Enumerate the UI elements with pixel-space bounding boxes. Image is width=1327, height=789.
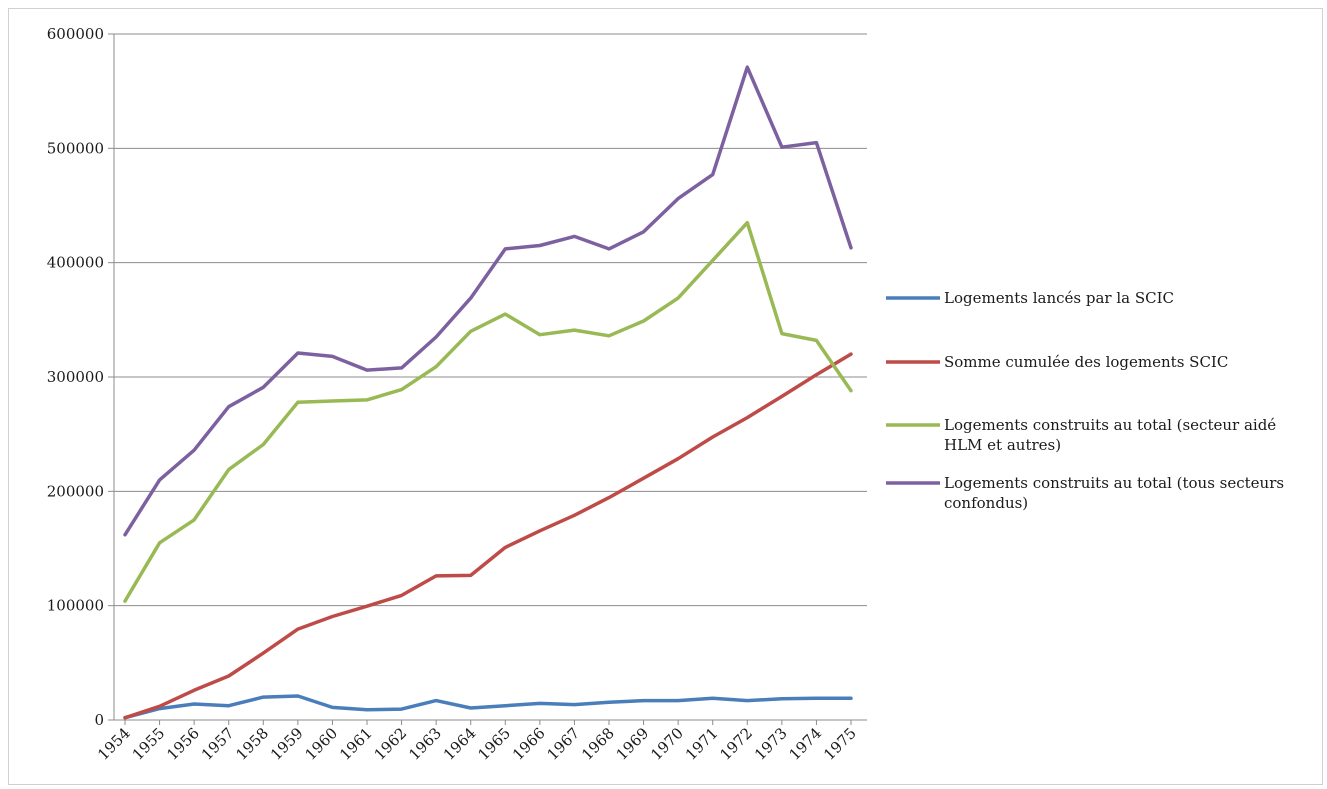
legend-label-3: Logements construits au total (secteur a… — [944, 416, 1276, 434]
legend: Logements lancés par la SCIC Somme cumulé… — [886, 289, 1284, 512]
x-tick-label: 1960 — [302, 724, 342, 764]
grid-lines — [114, 33, 867, 607]
y-tick-label: 600000 — [47, 25, 104, 43]
x-tick-label: 1969 — [613, 724, 653, 764]
x-tick-label: 1975 — [820, 724, 860, 764]
x-tick-label: 1957 — [198, 724, 238, 764]
x-tick-label: 1972 — [716, 724, 756, 764]
y-tick-label: 500000 — [47, 139, 104, 157]
legend-label-4: confondus) — [944, 494, 1028, 512]
series-line-4 — [123, 65, 853, 537]
x-tick-label: 1956 — [163, 724, 203, 764]
y-tick-label: 400000 — [47, 254, 104, 272]
x-tick-label: 1954 — [94, 724, 134, 764]
x-tick-label: 1965 — [474, 724, 514, 764]
legend-label-1: Logements lancés par la SCIC — [944, 289, 1174, 307]
x-tick-label: 1958 — [232, 724, 272, 764]
x-tick-label: 1970 — [647, 724, 687, 764]
x-tick-label: 1963 — [405, 724, 445, 764]
x-tick-labels: 1954195519561957195819591960196119621963… — [94, 724, 860, 764]
y-tick-label: 300000 — [47, 368, 104, 386]
legend-label-2: Somme cumulée des logements SCIC — [944, 353, 1228, 371]
series-line-3 — [123, 220, 853, 603]
x-tick-label: 1959 — [267, 724, 307, 764]
y-tick-label: 200000 — [47, 482, 104, 500]
x-tick-label: 1955 — [129, 724, 169, 764]
x-tick-label: 1967 — [544, 724, 584, 764]
series-lines — [123, 65, 853, 720]
x-tick-label: 1974 — [786, 724, 826, 764]
series-line-1 — [123, 694, 853, 720]
x-tick-label: 1966 — [509, 724, 549, 764]
x-tick-label: 1964 — [440, 724, 480, 764]
axes — [108, 33, 867, 725]
x-tick-label: 1973 — [751, 724, 791, 764]
y-tick-label: 100000 — [47, 597, 104, 615]
legend-label-3: HLM et autres) — [944, 436, 1061, 454]
x-tick-label: 1961 — [336, 724, 376, 764]
series-line-2 — [123, 352, 853, 720]
y-tick-label: 0 — [94, 711, 104, 729]
chart-frame — [8, 8, 1323, 785]
x-tick-label: 1962 — [371, 724, 411, 764]
y-tick-labels: 0 100000 200000 300000 400000 500000 600000 — [47, 25, 104, 729]
legend-label-4: Logements construits au total (tous sect… — [944, 474, 1284, 492]
x-tick-label: 1968 — [578, 724, 618, 764]
x-tick-label: 1971 — [682, 724, 722, 764]
